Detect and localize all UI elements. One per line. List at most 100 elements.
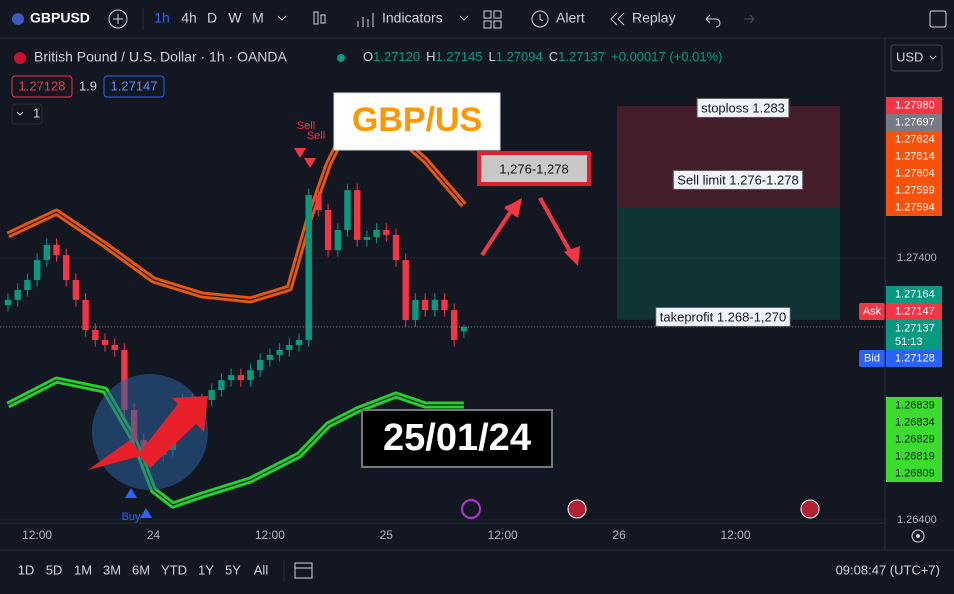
interval[interactable]: M: [252, 10, 264, 26]
pair-annotation: GBP/US: [352, 101, 482, 139]
candle-body: [373, 229, 380, 238]
price-label-bg: [886, 448, 942, 465]
candle-body: [33, 260, 41, 280]
interval-menu[interactable]: [277, 15, 287, 21]
chart-type[interactable]: [313, 11, 326, 25]
candle-body: [392, 234, 400, 261]
price-label-bg: [886, 182, 942, 199]
target-zone: [617, 207, 840, 320]
alert[interactable]: Alert: [556, 10, 585, 26]
candle-body: [286, 344, 293, 350]
candle-body: [247, 370, 254, 381]
candle-body: [276, 349, 283, 355]
legend-title: British Pound / U.S. Dollar · 1h · OANDA: [34, 49, 288, 65]
fullscreen[interactable]: [929, 10, 947, 28]
candle-body: [460, 326, 468, 332]
ohlc-key: L: [489, 49, 496, 64]
replay[interactable]: Replay: [632, 10, 676, 26]
range[interactable]: YTD: [161, 562, 187, 577]
range[interactable]: 6M: [132, 562, 150, 577]
interval[interactable]: 4h: [181, 10, 197, 26]
add-symbol[interactable]: [108, 9, 128, 29]
range[interactable]: 1D: [18, 562, 35, 577]
candle-body: [24, 279, 31, 290]
price-label: 1.27164: [895, 288, 935, 300]
range[interactable]: 1Y: [198, 562, 214, 577]
indicators-menu[interactable]: [459, 15, 469, 21]
candle-body: [63, 255, 70, 280]
settings[interactable]: [911, 529, 925, 543]
interval[interactable]: D: [207, 10, 217, 26]
event-flag: [567, 499, 587, 519]
indicators-icon[interactable]: [357, 13, 374, 27]
interval[interactable]: 1h: [154, 10, 170, 26]
sell-signal: Sell: [307, 130, 325, 142]
candle-body: [101, 339, 109, 345]
candle-body: [344, 190, 351, 230]
countdown: 51:13: [895, 336, 923, 348]
x-tick-label: 24: [147, 528, 161, 542]
arrow-up-head: [504, 198, 522, 218]
range[interactable]: 3M: [103, 562, 121, 577]
x-tick-label: 25: [380, 528, 394, 542]
candle-body: [295, 339, 303, 345]
indicators[interactable]: Indicators: [382, 10, 443, 26]
date-annotation: 25/01/24: [383, 417, 531, 459]
sell-price[interactable]: 1.27128: [19, 78, 66, 93]
buy-button[interactable]: [103, 75, 165, 98]
candle-body: [72, 279, 80, 300]
ohlc-value: 1.27137: [558, 49, 605, 64]
date-range[interactable]: [294, 562, 313, 579]
candle-body: [111, 344, 118, 350]
price-tag: Bid: [864, 352, 880, 364]
position-label-box: [696, 97, 790, 118]
candle-body: [227, 375, 235, 381]
price-label-bg: [886, 303, 942, 320]
price-label: 1.27624: [895, 133, 935, 145]
candle-body: [354, 190, 361, 240]
date-box: [361, 409, 553, 468]
price-label: 1.27697: [895, 116, 935, 128]
buy-triangle: [140, 508, 152, 518]
range[interactable]: 1M: [74, 562, 92, 577]
price-label: 1.26829: [895, 433, 935, 445]
replay-icon[interactable]: [610, 12, 625, 26]
price-label: 1.27594: [895, 201, 935, 213]
x-tick-label: 26: [612, 528, 626, 542]
spread: 1.9: [79, 78, 97, 93]
price-label-bg: [886, 397, 942, 414]
symbol-flag: [12, 13, 24, 25]
ohlc-key: O: [363, 49, 373, 64]
pair-box: [333, 92, 501, 151]
range[interactable]: All: [254, 562, 269, 577]
price-label-bg: [886, 414, 942, 431]
event-flag: [800, 499, 820, 519]
price-tag-bg: [859, 350, 885, 367]
symbol[interactable]: GBPUSD: [30, 10, 90, 26]
buy-arrow: [88, 396, 208, 470]
interval[interactable]: W: [228, 10, 242, 26]
candle-body: [53, 244, 60, 256]
buy-price[interactable]: 1.27147: [111, 78, 158, 93]
alert-icon[interactable]: [531, 10, 549, 28]
layouts[interactable]: [483, 10, 502, 29]
price-label-bg: [886, 431, 942, 448]
candle-body: [208, 390, 215, 400]
currency[interactable]: USD: [896, 49, 923, 64]
price-label-bg: [886, 131, 942, 148]
candle-body: [257, 359, 264, 371]
indicator-count: 1: [33, 105, 40, 120]
range[interactable]: 5D: [46, 562, 63, 577]
indicator-toggle[interactable]: [11, 103, 43, 125]
price-label: 1.27128: [895, 352, 935, 364]
candle-body: [363, 237, 371, 240]
arrow-down-head: [564, 246, 580, 266]
range[interactable]: 5Y: [225, 562, 241, 577]
currency-box[interactable]: [890, 44, 943, 72]
price-label: 1.27147: [895, 305, 935, 317]
candle-body: [402, 260, 409, 321]
y-tick-label: 1.27400: [897, 252, 937, 264]
sell-button[interactable]: [11, 75, 73, 98]
undo[interactable]: [705, 14, 721, 28]
